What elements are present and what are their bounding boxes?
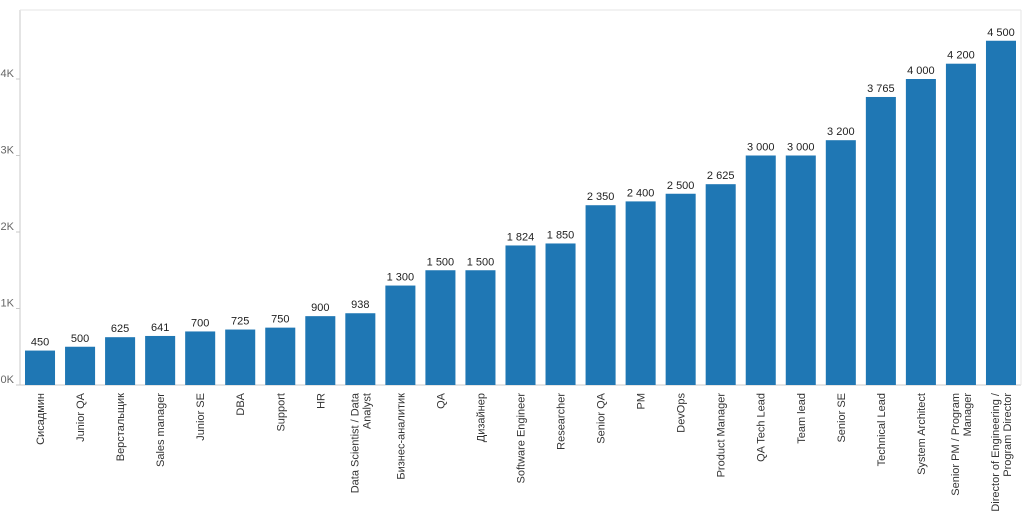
x-tick-label: Support	[275, 393, 287, 432]
x-tick-label: Senior PM / Program	[950, 393, 962, 496]
data-label: 1 850	[547, 229, 575, 241]
data-labels-group: 450 500 625 641 700 725 750 900 938 1 300 1 500 1 5…	[31, 27, 1015, 349]
data-label: 700	[191, 317, 209, 329]
bar	[865, 96, 896, 385]
data-label: 750	[271, 314, 289, 326]
y-tick-labels-group: 0K 1K 2K 3K 4K	[1, 68, 20, 386]
x-tick-label: Director of Engineering /	[990, 392, 1002, 512]
data-label: 500	[71, 333, 89, 345]
y-tick-label: 2K	[1, 221, 15, 233]
bar	[465, 270, 496, 385]
x-tick-label: Senior SE	[836, 393, 848, 443]
data-label: 2 350	[587, 191, 615, 203]
bar	[25, 350, 56, 385]
bar	[105, 337, 136, 385]
x-tick-label: Product Manager	[716, 393, 728, 478]
y-tick-label: 3K	[1, 145, 15, 157]
x-tick-label: Software Engineer	[516, 393, 528, 484]
x-tick-label: Team lead	[796, 393, 808, 444]
y-tick-label: 0K	[1, 374, 15, 386]
data-label: 3 200	[827, 126, 855, 138]
x-tick-label: QA	[435, 392, 447, 409]
x-tick-label: Manager	[962, 393, 974, 437]
x-tick-label: Junior QA	[75, 392, 87, 442]
x-tick-label: HR	[315, 393, 327, 409]
bar	[345, 313, 376, 385]
bar	[585, 205, 616, 385]
data-label: 900	[311, 302, 329, 314]
x-tick-label: Senior QA	[596, 392, 608, 443]
bars-group	[25, 40, 1016, 386]
bar	[825, 140, 856, 385]
x-tick-label: Researcher	[556, 393, 568, 450]
bar	[945, 63, 976, 385]
data-label: 3 765	[867, 83, 895, 95]
bar	[65, 346, 96, 385]
x-tick-label: Analyst	[361, 393, 373, 429]
bar	[225, 329, 256, 385]
data-label: 4 200	[947, 50, 975, 62]
x-tick-label: DevOps	[676, 393, 688, 433]
x-tick-label: QA Tech Lead	[756, 393, 768, 462]
bar	[305, 316, 336, 385]
data-label: 1 500	[467, 256, 495, 268]
data-label: 938	[351, 299, 369, 311]
bar	[745, 155, 776, 385]
x-tick-labels-group: Сисадмин Junior QA Верстальщик Sales manage…	[35, 392, 1014, 512]
data-label: 2 400	[627, 187, 655, 199]
data-label: 4 000	[907, 65, 935, 77]
bar	[625, 201, 656, 385]
bar	[425, 270, 456, 385]
data-label: 725	[231, 316, 249, 328]
bar	[985, 40, 1016, 385]
x-tick-label: PM	[636, 393, 648, 410]
x-tick-label: Верстальщик	[115, 393, 127, 461]
bar	[905, 79, 936, 385]
bar	[385, 285, 416, 385]
data-label: 3 000	[787, 142, 815, 154]
x-tick-label: DBA	[235, 392, 247, 415]
bar	[145, 335, 176, 385]
data-label: 625	[111, 323, 129, 335]
data-label: 3 000	[747, 142, 775, 154]
x-tick-label: Sales manager	[155, 393, 167, 467]
data-label: 1 824	[507, 231, 535, 243]
x-tick-label: Дизайнер	[475, 393, 487, 442]
data-label: 450	[31, 337, 49, 349]
data-label: 4 500	[987, 27, 1015, 39]
x-tick-label: Program Director	[1002, 393, 1014, 477]
y-tick-label: 4K	[1, 68, 15, 80]
bar	[705, 184, 736, 385]
x-tick-label: Technical Lead	[876, 393, 888, 466]
bar	[185, 331, 216, 385]
x-tick-label: Сисадмин	[35, 393, 47, 445]
x-tick-label: Бизнес-аналитик	[395, 393, 407, 480]
data-label: 2 500	[667, 180, 695, 192]
data-label: 1 300	[387, 272, 415, 284]
x-tick-label: Junior SE	[195, 393, 207, 441]
bar	[665, 193, 696, 385]
bar	[545, 243, 576, 385]
bar	[785, 155, 816, 385]
x-tick-label: Data Scientist / Data	[349, 392, 361, 493]
data-label: 641	[151, 322, 169, 334]
data-label: 2 625	[707, 170, 735, 182]
data-label: 1 500	[427, 256, 455, 268]
x-tick-label: System Architect	[916, 393, 928, 475]
y-tick-label: 1K	[1, 298, 15, 310]
bar	[265, 327, 296, 386]
bar	[505, 245, 536, 385]
